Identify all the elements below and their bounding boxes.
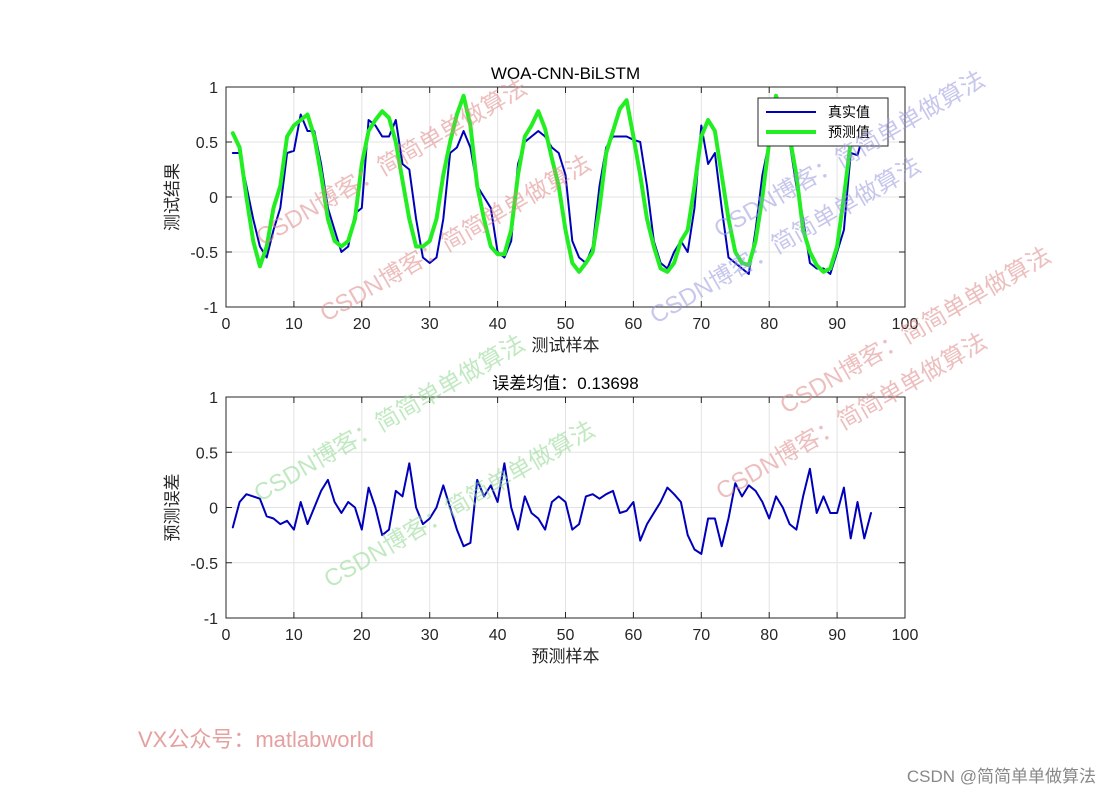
x-tick-label: 0 — [222, 627, 231, 644]
y-tick-label: -1 — [204, 611, 218, 628]
x-tick-label: 40 — [489, 627, 507, 644]
x-tick-label: 20 — [353, 316, 371, 333]
x-tick-label: 70 — [692, 316, 710, 333]
x-tick-label: 0 — [222, 316, 231, 333]
y-tick-label: -0.5 — [190, 556, 218, 573]
x-tick-label: 50 — [557, 316, 575, 333]
legend-label: 真实值 — [828, 105, 870, 121]
y-tick-label: 0.5 — [196, 135, 218, 152]
x-tick-label: 90 — [828, 316, 846, 333]
x-tick-label: 70 — [692, 627, 710, 644]
x-tick-label: 10 — [285, 627, 303, 644]
vx-account-label: VX公众号：matlabworld — [138, 727, 374, 752]
series-line-predicted — [230, 93, 873, 274]
y-axis-label: 预测误差 — [163, 474, 183, 542]
x-tick-label: 20 — [353, 627, 371, 644]
chart-title: WOA-CNN-BiLSTM — [491, 64, 640, 83]
x-tick-label: 60 — [625, 627, 643, 644]
x-tick-label: 100 — [892, 316, 919, 333]
y-tick-label: -1 — [204, 300, 218, 317]
x-tick-label: 30 — [421, 627, 439, 644]
y-axis-label: 测试结果 — [163, 163, 183, 231]
y-tick-label: 0 — [209, 501, 218, 518]
series-line-error — [231, 462, 872, 555]
x-tick-label: 90 — [828, 627, 846, 644]
y-tick-label: -0.5 — [190, 245, 218, 262]
csdn-credit: CSDN @简简单单做算法 — [906, 767, 1096, 786]
x-tick-label: 50 — [557, 627, 575, 644]
x-tick-label: 100 — [892, 627, 919, 644]
x-axis-label: 测试样本 — [532, 336, 600, 356]
x-axis-label: 预测样本 — [532, 647, 600, 667]
x-tick-label: 10 — [285, 316, 303, 333]
legend-label: 预测值 — [828, 125, 870, 141]
x-tick-label: 80 — [760, 316, 778, 333]
x-tick-label: 60 — [625, 316, 643, 333]
chart-panel-1: 0 10 20 30 40 50 60 70 80 90 100 -1 -0.5 0 0.5 1 WOA-CNN… — [163, 64, 918, 356]
chart-title: 误差均值：0.13698 — [492, 374, 638, 393]
x-tick-label: 40 — [489, 316, 507, 333]
y-tick-label: 1 — [209, 390, 218, 407]
legend-box — [757, 97, 889, 147]
y-tick-label: 0 — [209, 190, 218, 207]
y-tick-label: 1 — [209, 80, 218, 97]
y-tick-label: 0.5 — [196, 445, 218, 462]
x-tick-label: 80 — [760, 627, 778, 644]
x-tick-label: 30 — [421, 316, 439, 333]
chart-panel-2: 0 10 20 30 40 50 60 70 80 90 100 -1 -0.5 0 0.5 1 误差均值：0.… — [163, 374, 918, 667]
